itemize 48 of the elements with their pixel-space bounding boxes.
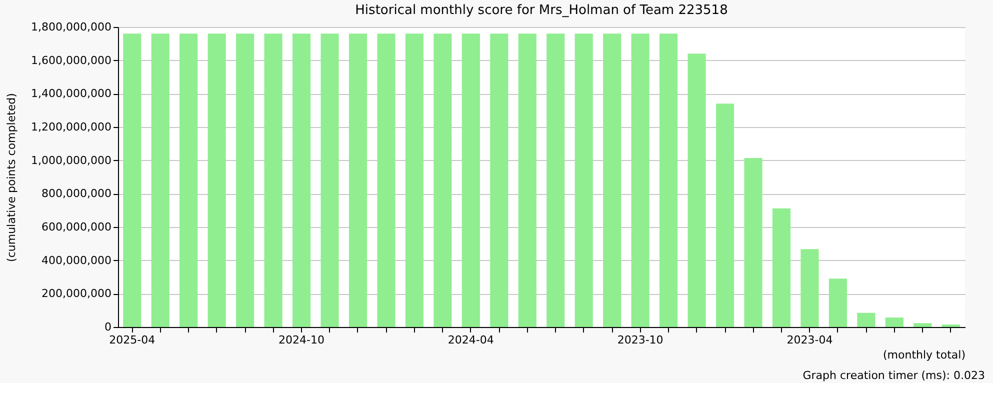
bar [264,34,282,327]
bar [574,34,593,327]
bar [518,34,536,327]
bar [236,34,254,327]
y-tick-label: 0 [104,320,112,334]
bar [857,312,876,327]
y-tick-label: 1,600,000,000 [31,54,112,67]
x-tick-label: 2025-04 [109,334,156,346]
bar [744,158,762,327]
bar [828,278,847,327]
y-tick-label: 1,400,000,000 [31,87,112,100]
bar [688,54,706,327]
y-tick-label: 600,000,000 [42,220,112,234]
bar [348,34,368,327]
bar [320,34,339,327]
bar [603,34,622,327]
text: Graph creation timer (ms): 0.023 [802,369,985,382]
x-tick-label: 2024-04 [448,334,494,346]
bar [377,34,396,327]
y-tick-label: 1,000,000,000 [31,154,112,167]
x-axis-title: (monthly total) [883,348,966,362]
bar [208,34,226,327]
x-tick-label: 2023-04 [786,334,833,346]
bar [914,323,932,327]
bar [405,34,424,327]
bar [490,34,508,327]
bar [660,34,678,327]
y-tick-label: 1,200,000,000 [31,120,112,134]
y-tick-label: 800,000,000 [42,187,112,200]
bar [885,318,904,327]
y-axis-title: (cumulative points completed) [5,93,18,262]
y-tick-label: 400,000,000 [42,254,112,267]
y-tick-label: 200,000,000 [42,287,112,300]
bar [716,104,734,327]
bar [180,34,198,327]
x-tick-label: 2024-10 [278,334,324,346]
bar [123,34,142,327]
chart-title: Historical monthly score for Mrs_Holman of Team 223518 [355,3,728,18]
y-tick-label: 1,800,000,000 [31,20,112,34]
bar [772,208,791,327]
bar [292,34,311,327]
bar [462,34,480,327]
bar [546,34,565,327]
bar [151,34,170,327]
x-tick-label: 2023-10 [617,334,664,346]
bar [631,34,650,327]
bar [434,34,452,327]
bar [800,249,819,327]
